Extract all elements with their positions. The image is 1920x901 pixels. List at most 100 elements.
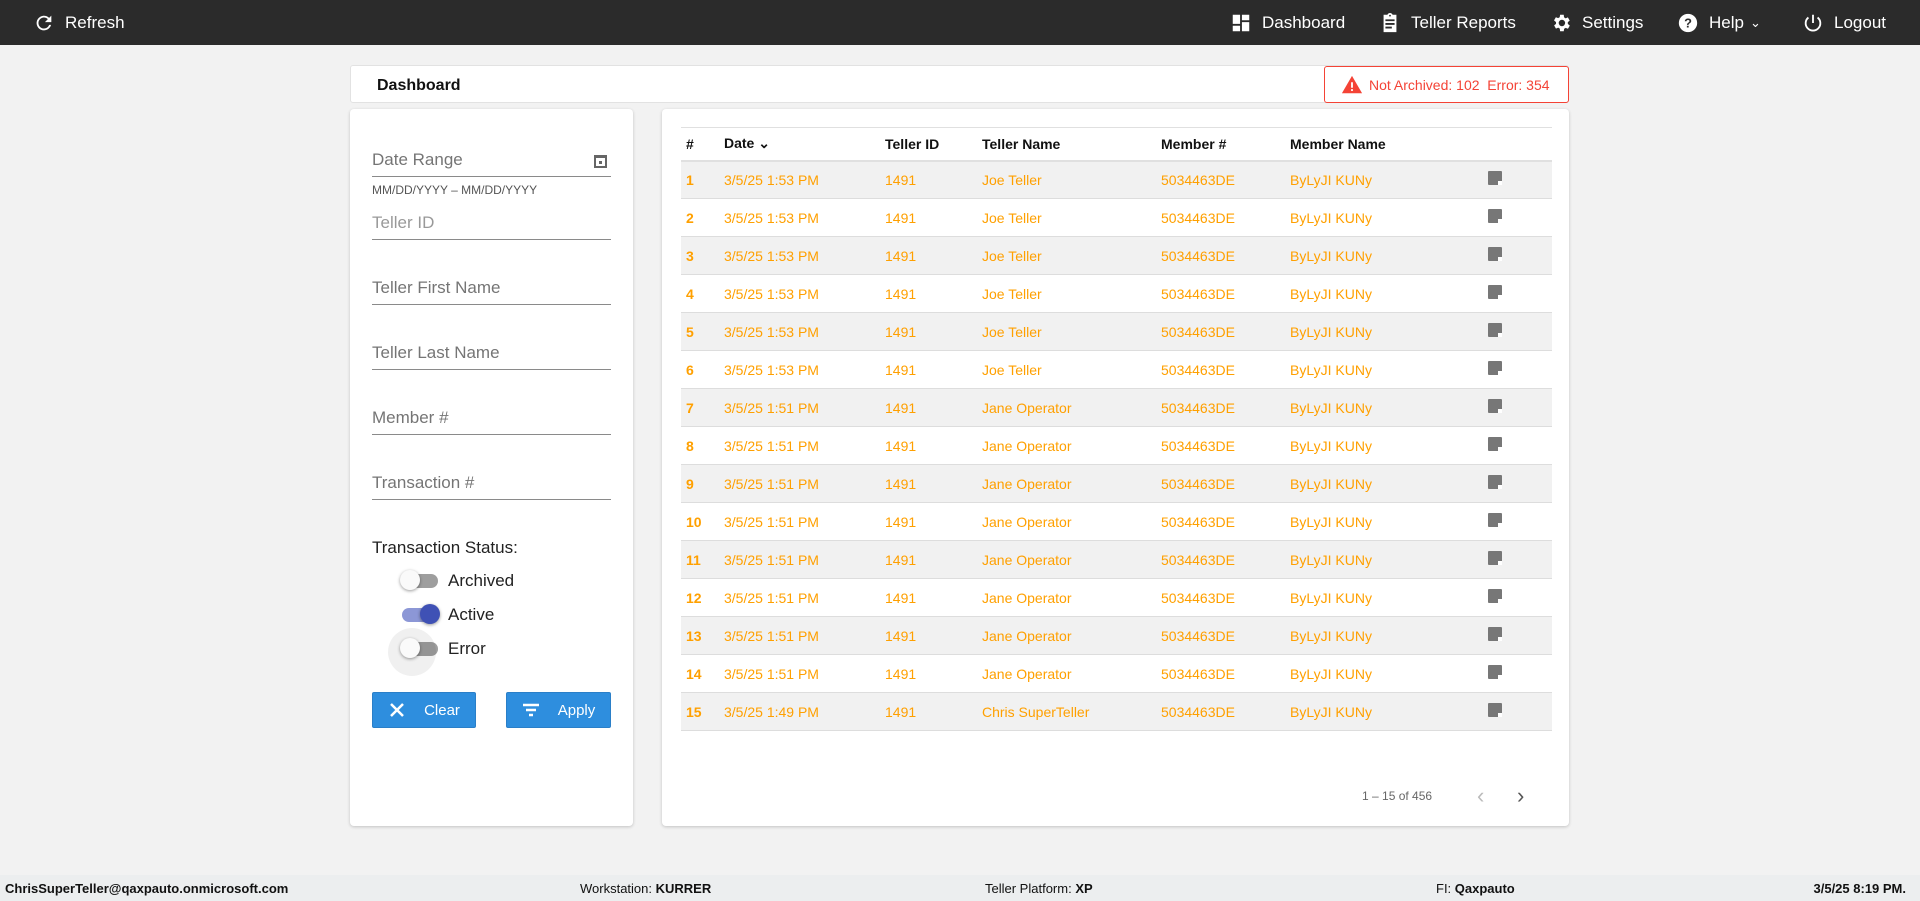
nav-dashboard[interactable]: Dashboard [1230,0,1345,45]
table-row[interactable]: 11 3/5/25 1:51 PM 1491 Jane Operator 5034463… [681,540,1552,579]
note-icon[interactable] [1488,475,1502,489]
table-row[interactable]: 4 3/5/25 1:53 PM 1491 Joe Teller 5034463DE By… [681,274,1552,313]
close-icon [390,703,404,717]
status-alert-badge[interactable]: Not Archived: 102 Error: 354 [1324,66,1569,103]
prev-page-button[interactable]: ‹ [1477,783,1485,808]
next-page-button[interactable]: › [1517,783,1525,808]
transaction-number-input[interactable]: Transaction # [372,470,611,500]
apply-button[interactable]: Apply [506,692,611,728]
note-icon[interactable] [1488,323,1502,337]
row-number: 4 [681,274,719,313]
row-teller-id: 1491 [880,464,977,503]
row-number: 13 [681,616,719,655]
row-member-number: 5034463DE [1156,236,1285,275]
footer-workstation-value: KURRER [655,881,712,896]
row-date: 3/5/25 1:51 PM [719,426,880,465]
teller-last-name-input[interactable]: Teller Last Name [372,340,611,370]
table-row[interactable]: 1 3/5/25 1:53 PM 1491 Joe Teller 5034463DE By… [681,160,1552,199]
calendar-icon[interactable] [594,155,607,168]
table-row[interactable]: 14 3/5/25 1:51 PM 1491 Jane Operator 5034463… [681,654,1552,693]
toggle-active-label: Active [448,605,495,624]
table-row[interactable]: 9 3/5/25 1:51 PM 1491 Jane Operator 5034463D… [681,464,1552,503]
row-teller-name: Jane Operator [977,502,1156,541]
date-range-input[interactable]: Date Range [372,147,611,177]
nav-logout[interactable]: Logout [1802,0,1886,45]
toggle-track[interactable] [402,604,440,624]
note-icon[interactable] [1488,589,1502,603]
note-icon[interactable] [1488,703,1502,717]
footer-datetime: 3/5/25 8:19 PM. [1813,881,1907,896]
note-icon[interactable] [1488,665,1502,679]
col-header-member-name: Member Name [1285,127,1483,162]
nav-dashboard-label: Dashboard [1262,12,1346,32]
row-date: 3/5/25 1:53 PM [719,274,880,313]
row-action [1483,160,1552,199]
table-row[interactable]: 13 3/5/25 1:51 PM 1491 Jane Operator 5034463… [681,616,1552,655]
row-teller-id: 1491 [880,654,977,693]
row-member-name: ByLyJI KUNy [1285,502,1483,541]
row-teller-name: Jane Operator [977,616,1156,655]
toggle-archived[interactable]: Archived [400,569,514,593]
nav-teller-reports[interactable]: Teller Reports [1379,0,1516,45]
table-row[interactable]: 10 3/5/25 1:51 PM 1491 Jane Operator 5034463… [681,502,1552,541]
note-icon[interactable] [1488,247,1502,261]
refresh-button[interactable]: Refresh [33,0,125,45]
row-number: 6 [681,350,719,389]
nav-logout-label: Logout [1834,12,1886,32]
row-action [1483,578,1552,617]
toggle-error[interactable]: Error [388,628,486,676]
row-member-name: ByLyJI KUNy [1285,350,1483,389]
toggle-track[interactable] [400,570,438,590]
note-icon[interactable] [1488,399,1502,413]
row-member-name: ByLyJI KUNy [1285,578,1483,617]
row-teller-id: 1491 [880,540,977,579]
teller-first-name-input[interactable]: Teller First Name [372,275,611,305]
nav-settings[interactable]: Settings [1550,0,1643,45]
member-number-input[interactable]: Member # [372,405,611,435]
col-header-number: # [681,127,719,162]
note-icon[interactable] [1488,361,1502,375]
row-number: 1 [681,160,719,199]
col-header-date-label: Date [724,135,755,152]
refresh-label: Refresh [65,12,125,32]
note-icon[interactable] [1488,551,1502,565]
row-member-number: 5034463DE [1156,464,1285,503]
row-member-number: 5034463DE [1156,540,1285,579]
clear-label: Clear [424,701,460,719]
svg-text:?: ? [1684,15,1692,30]
row-date: 3/5/25 1:51 PM [719,540,880,579]
note-icon[interactable] [1488,513,1502,527]
table-row[interactable]: 5 3/5/25 1:53 PM 1491 Joe Teller 5034463DE By… [681,312,1552,351]
date-range-placeholder: Date Range [372,150,463,169]
nav-help[interactable]: ? Help ⌄ [1677,0,1761,45]
table-row[interactable]: 7 3/5/25 1:51 PM 1491 Jane Operator 5034463D… [681,388,1552,427]
row-member-number: 5034463DE [1156,616,1285,655]
table-row[interactable]: 15 3/5/25 1:49 PM 1491 Chris SuperTeller 503… [681,692,1552,731]
apply-label: Apply [557,701,596,719]
note-icon[interactable] [1488,437,1502,451]
row-member-number: 5034463DE [1156,654,1285,693]
note-icon[interactable] [1488,627,1502,641]
row-number: 12 [681,578,719,617]
note-icon[interactable] [1488,285,1502,299]
toggle-active[interactable]: Active [402,603,494,627]
note-icon[interactable] [1488,209,1502,223]
clear-button[interactable]: Clear [372,692,476,728]
row-member-number: 5034463DE [1156,274,1285,313]
table-row[interactable]: 6 3/5/25 1:53 PM 1491 Joe Teller 5034463DE By… [681,350,1552,389]
table-row[interactable]: 12 3/5/25 1:51 PM 1491 Jane Operator 5034463… [681,578,1552,617]
toggle-track[interactable] [388,628,438,676]
row-member-number: 5034463DE [1156,502,1285,541]
table-row[interactable]: 3 3/5/25 1:53 PM 1491 Joe Teller 5034463DE By… [681,236,1552,275]
row-member-name: ByLyJI KUNy [1285,654,1483,693]
row-number: 8 [681,426,719,465]
row-date: 3/5/25 1:53 PM [719,312,880,351]
teller-id-input[interactable]: Teller ID [372,210,611,240]
note-icon[interactable] [1488,171,1502,186]
table-row[interactable]: 8 3/5/25 1:51 PM 1491 Jane Operator 5034463D… [681,426,1552,465]
warning-icon [1341,75,1363,93]
row-member-number: 5034463DE [1156,198,1285,237]
table-row[interactable]: 2 3/5/25 1:53 PM 1491 Joe Teller 5034463DE By… [681,198,1552,237]
col-header-date[interactable]: Date ⌄ [719,127,880,162]
row-member-name: ByLyJI KUNy [1285,388,1483,427]
